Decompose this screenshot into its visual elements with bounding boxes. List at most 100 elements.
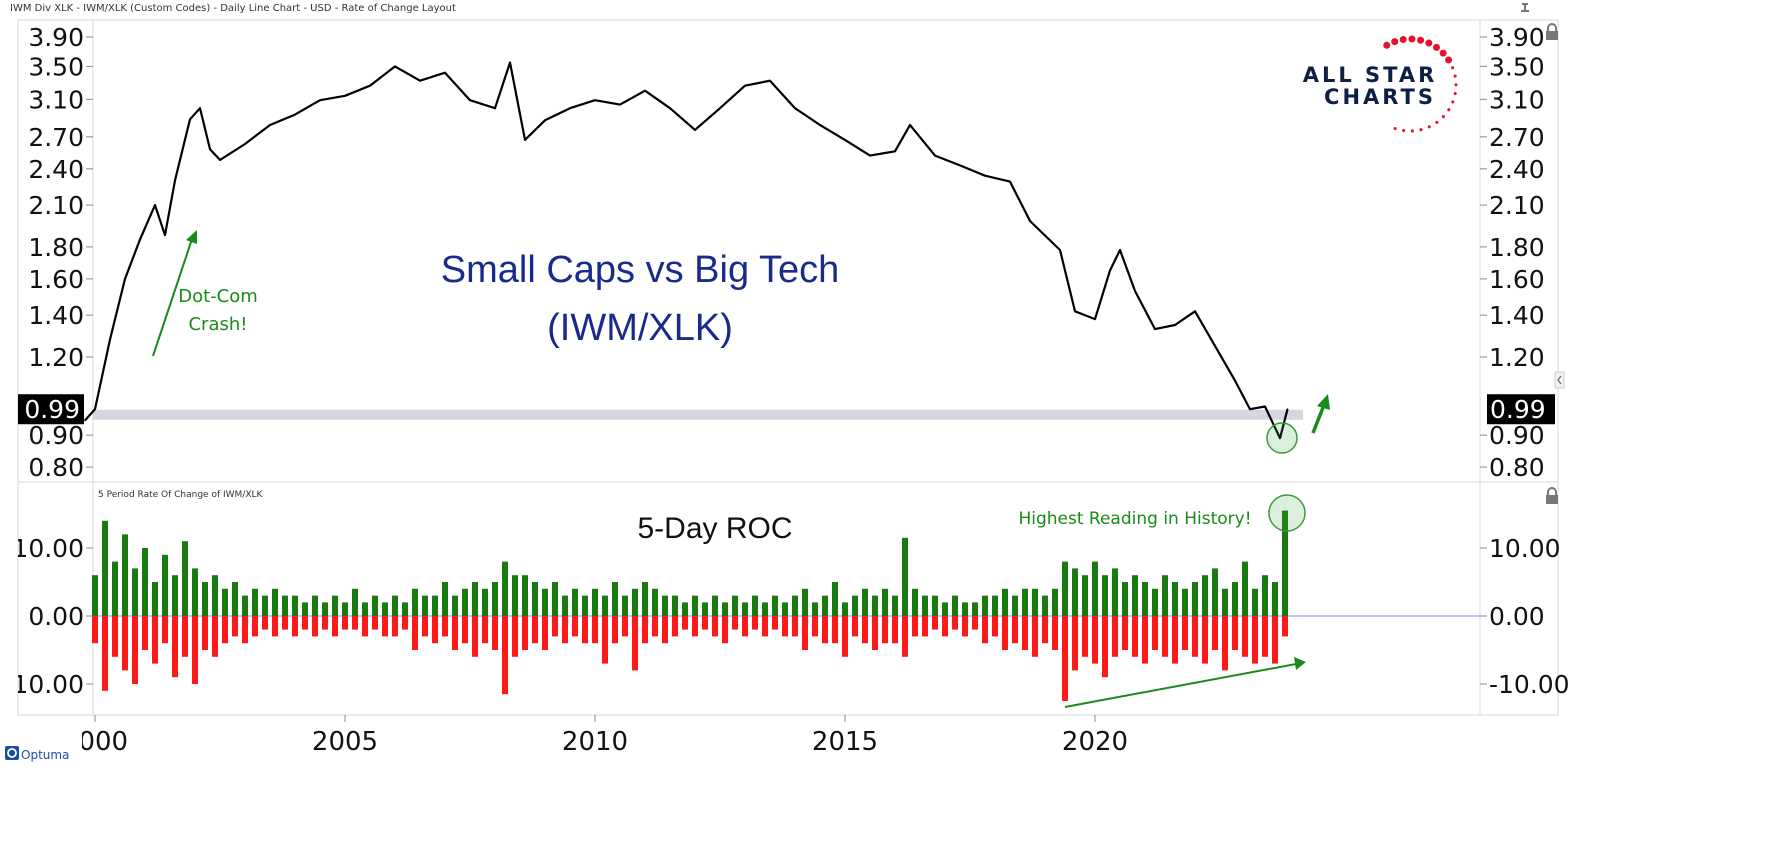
logo-star-icon [1410, 129, 1414, 133]
roc-bar-positive [902, 537, 908, 616]
lock-icon[interactable] [1546, 487, 1558, 504]
roc-bar-negative [392, 616, 398, 637]
roc-bar-positive [582, 595, 588, 616]
roc-bar-positive [872, 595, 878, 616]
y-tick-label-left: 1.20 [28, 343, 84, 372]
price-point [199, 107, 201, 110]
roc-bar-negative [962, 616, 968, 637]
roc-bar-negative [592, 616, 598, 644]
roc-bar-positive [352, 588, 358, 616]
y-tick-label-left: 2.70 [28, 123, 84, 152]
roc-bar-negative [872, 616, 878, 650]
logo-star-icon [1451, 66, 1455, 70]
roc-bar-positive [1102, 575, 1108, 616]
roc-bar-positive [152, 582, 158, 616]
price-point [174, 179, 176, 182]
roc-bar-positive [1032, 588, 1038, 616]
roc-bar-negative [1042, 616, 1048, 644]
last-value-label-left: 0.99 [24, 395, 80, 424]
roc-bar-negative [372, 616, 378, 630]
price-point [644, 89, 646, 92]
pin-icon[interactable] [1521, 3, 1529, 12]
roc-bar-negative [1032, 616, 1038, 657]
roc-bar-negative [102, 616, 108, 691]
roc-bar-positive [992, 595, 998, 616]
y-tick-label-left: 0.90 [28, 421, 84, 450]
y-tick-label-left: 1.60 [28, 265, 84, 294]
svg-text:Optuma: Optuma [21, 748, 69, 762]
price-point [1174, 324, 1176, 326]
roc-bar-negative [492, 616, 498, 650]
roc-bar-positive [322, 602, 328, 616]
logo-star-icon [1408, 35, 1416, 43]
roc-bar-positive [782, 602, 788, 616]
roc-bar-negative [502, 616, 508, 695]
price-point [1154, 328, 1156, 330]
roc-bar-positive [232, 582, 238, 616]
support-band [93, 409, 1303, 420]
roc-bar-negative [852, 616, 858, 637]
price-point [394, 65, 396, 68]
roc-bar-negative [892, 616, 898, 644]
price-point [984, 174, 986, 177]
roc-bar-negative [272, 616, 278, 637]
lock-icon[interactable] [1546, 23, 1558, 40]
roc-bar-positive [632, 588, 638, 616]
x-tick-label: 2015 [812, 727, 878, 757]
roc-bar-positive [432, 595, 438, 616]
arrow-dotcom [152, 235, 194, 357]
roc-bar-positive [112, 561, 118, 616]
roc-bar-positive [1152, 588, 1158, 616]
roc-bar-negative [172, 616, 178, 678]
y-tick-label-left: 2.40 [28, 155, 84, 184]
roc-bar-negative [482, 616, 488, 644]
roc-bar-negative [1092, 616, 1098, 664]
roc-bar-negative [352, 616, 358, 630]
price-point [694, 129, 696, 131]
price-point [569, 107, 571, 110]
roc-bar-negative [782, 616, 788, 637]
price-point [154, 204, 156, 206]
roc-bar-positive [1002, 588, 1008, 616]
roc-bar-negative [462, 616, 468, 644]
roc-bar-positive [1072, 568, 1078, 616]
roc-bar-positive [192, 568, 198, 616]
roc-bar-positive [372, 595, 378, 616]
roc-bar-negative [1252, 616, 1258, 664]
roc-bar-negative [1152, 616, 1158, 650]
price-point [369, 84, 371, 87]
roc-annotation: Highest Reading in History! [1018, 509, 1251, 529]
y-tick-label-left: 1.40 [28, 301, 84, 330]
roc-bar-positive [302, 602, 308, 616]
logo-star-icon [1445, 56, 1453, 64]
y-tick-label-right: 1.60 [1489, 265, 1545, 294]
roc-bar-positive [1112, 568, 1118, 616]
roc-bar-negative [952, 616, 958, 630]
price-point [769, 79, 771, 82]
y-tick-label-right: 3.90 [1489, 23, 1545, 52]
price-point [244, 143, 246, 145]
price-point [494, 107, 496, 110]
roc-bar-positive [182, 541, 188, 616]
roc-bar-positive [852, 595, 858, 616]
collapse-chevron-icon[interactable] [1554, 371, 1565, 389]
roc-bar-negative [1052, 616, 1058, 650]
roc-bar-negative [832, 616, 838, 644]
y-tick-label-left: 1.80 [28, 233, 84, 262]
roc-bar-negative [242, 616, 248, 644]
logo-star-icon [1419, 128, 1423, 132]
roc-bar-negative [232, 616, 238, 637]
logo-star-icon [1453, 91, 1457, 96]
price-point [109, 338, 111, 341]
roc-bar-negative [642, 616, 648, 644]
roc-bar-positive [1212, 568, 1218, 616]
roc-bar-positive [692, 595, 698, 616]
price-point [669, 107, 671, 110]
roc-bar-positive [252, 588, 258, 616]
roc-bar-negative [912, 616, 918, 637]
price-point [544, 119, 546, 122]
last-value-badge-left [18, 394, 84, 425]
roc-bar-negative [332, 616, 338, 637]
roc-bar-positive [1232, 582, 1238, 616]
